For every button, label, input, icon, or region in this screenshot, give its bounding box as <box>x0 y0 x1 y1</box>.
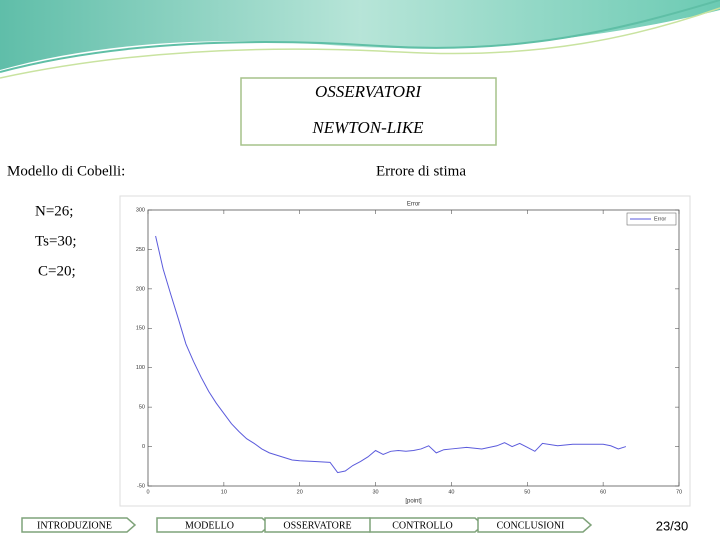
param: C=20; <box>38 263 76 279</box>
nav-button-label[interactable]: OSSERVATORE <box>283 520 351 531</box>
nav-button[interactable]: CONTROLLO <box>369 517 485 533</box>
left-heading: Modello di Cobelli: <box>7 163 125 179</box>
nav-button[interactable]: INTRODUZIONE <box>21 517 137 533</box>
legend-label: Error <box>654 216 666 222</box>
x-tick-label: 10 <box>221 489 227 495</box>
nav-button[interactable]: OSSERVATORE <box>264 517 380 533</box>
x-tick-label: 0 <box>146 489 149 495</box>
x-tick-label: 50 <box>524 489 530 495</box>
nav-button[interactable]: MODELLO <box>156 517 272 533</box>
right-heading: Errore di stima <box>376 163 466 179</box>
nav-button-label[interactable]: CONCLUSIONI <box>497 520 565 531</box>
page-number: 23/30 <box>656 518 689 533</box>
y-tick-label: 0 <box>142 444 145 450</box>
slide-title: NEWTON-LIKE <box>311 118 424 137</box>
x-axis-label: [point] <box>405 499 422 505</box>
x-tick-label: 20 <box>297 489 303 495</box>
legend-box <box>626 212 677 226</box>
y-tick-label: 300 <box>136 207 145 213</box>
title-box <box>240 77 497 146</box>
y-tick-label: 200 <box>136 286 145 292</box>
nav-button[interactable]: CONCLUSIONI <box>477 517 593 533</box>
y-tick-label: 100 <box>136 365 145 371</box>
chart-title: Error <box>407 202 420 208</box>
y-tick-label: 150 <box>136 326 145 332</box>
param: N=26; <box>35 203 73 219</box>
nav-button-shape[interactable] <box>21 517 137 533</box>
nav-button-label[interactable]: CONTROLLO <box>392 520 453 531</box>
x-tick-label: 30 <box>373 489 379 495</box>
y-tick-label: -50 <box>137 483 145 489</box>
nav-button-shape[interactable] <box>477 517 593 533</box>
nav-button-label[interactable]: MODELLO <box>185 520 234 531</box>
series-line <box>155 235 627 474</box>
slide-title: OSSERVATORI <box>315 82 422 101</box>
nav-bar: INTRODUZIONE MODELLO OSSERVATORE CONTROLLO C… <box>21 517 593 533</box>
x-tick-label: 70 <box>676 489 682 495</box>
x-tick-label: 60 <box>600 489 606 495</box>
y-tick-label: 250 <box>136 247 145 253</box>
y-tick-label: 50 <box>139 405 145 411</box>
header-decoration <box>0 0 720 79</box>
param: Ts=30; <box>35 233 77 249</box>
x-tick-label: 40 <box>448 489 454 495</box>
plot-area <box>147 209 680 487</box>
nav-button-label[interactable]: INTRODUZIONE <box>37 520 112 531</box>
